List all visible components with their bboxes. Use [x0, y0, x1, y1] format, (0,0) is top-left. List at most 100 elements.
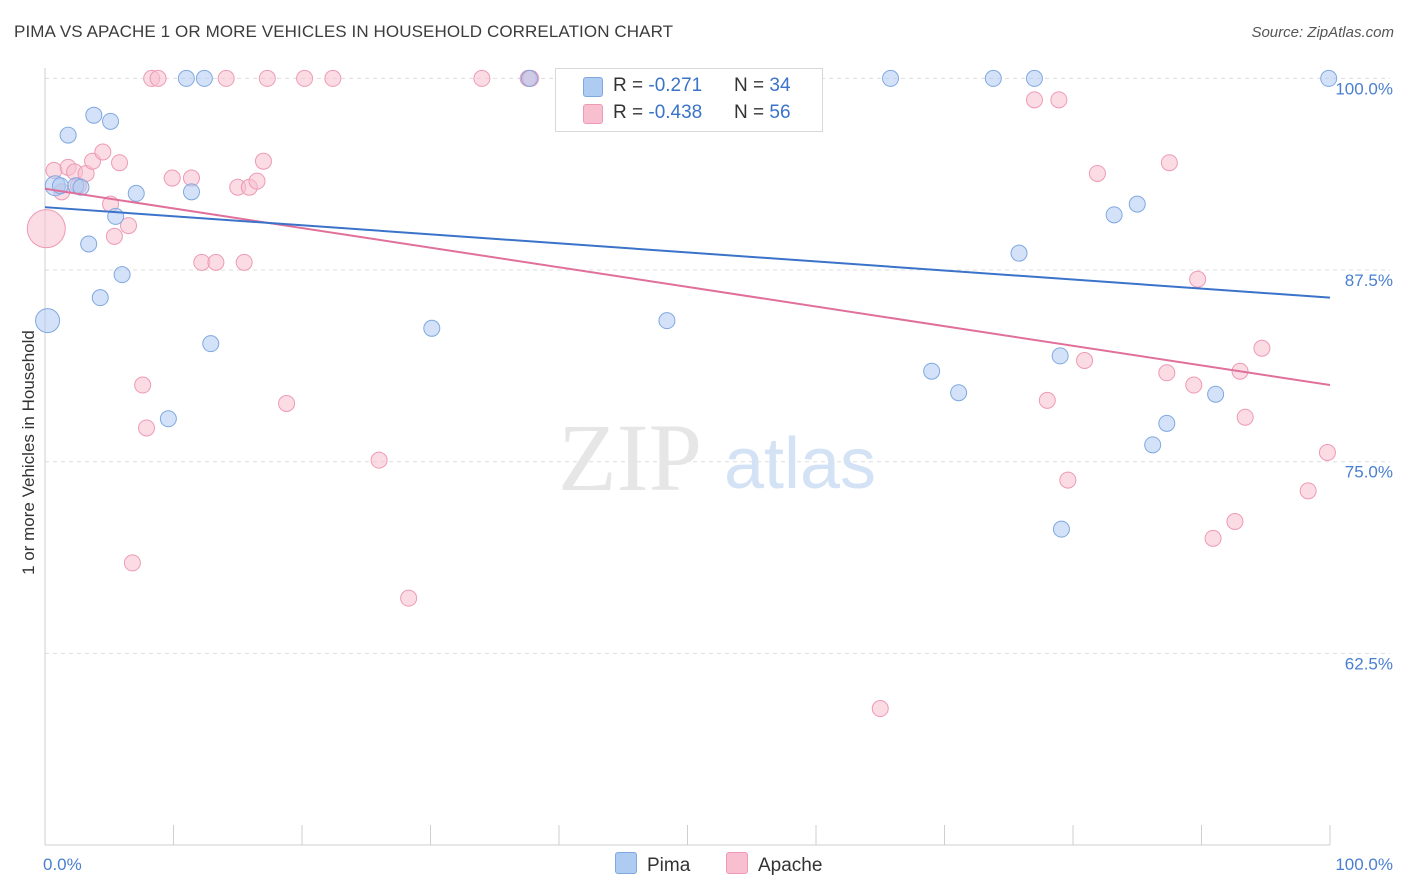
pima-point	[520, 69, 538, 87]
apache-point	[1158, 364, 1176, 382]
apache-point	[473, 69, 491, 87]
pima-point	[1144, 436, 1162, 454]
pima-point	[102, 112, 120, 130]
pima-point	[113, 266, 131, 284]
apache-point	[1226, 512, 1244, 530]
apache-point	[26, 209, 66, 249]
apache-legend-swatch	[726, 852, 748, 874]
apache-point	[1189, 270, 1207, 288]
pima-point	[127, 184, 145, 202]
legend-row-pima: R = -0.271 N = 34	[556, 73, 822, 99]
pima-point	[923, 362, 941, 380]
pima-point	[195, 69, 213, 87]
pima-point	[1051, 347, 1069, 365]
apache-point	[278, 394, 296, 412]
pima-point	[159, 410, 177, 428]
pima-point	[1105, 206, 1123, 224]
apache-point	[94, 143, 112, 161]
pima-point	[1207, 385, 1225, 403]
pima-point	[85, 106, 103, 124]
pima-point	[423, 319, 441, 337]
legend-r-label: R =	[613, 75, 649, 96]
apache-points	[26, 69, 1336, 718]
apache-point	[400, 589, 418, 607]
bottom-legend-pima[interactable]: Pima	[615, 852, 690, 877]
legend-n-value: 34	[769, 75, 791, 96]
apache-point	[120, 217, 138, 235]
apache-point	[370, 451, 388, 469]
pima-point	[177, 69, 195, 87]
y-tick-label: 62.5%	[1345, 654, 1393, 673]
axis-labels: 100.0% 87.5% 75.0% 62.5% 0.0% 100.0% 1 or more…	[19, 79, 1393, 874]
apache-point	[1088, 164, 1106, 182]
apache-point	[1299, 482, 1317, 500]
pima-point	[35, 308, 61, 334]
axes	[44, 68, 1331, 846]
apache-point	[123, 554, 141, 572]
legend-row-apache: R = -0.438 N = 56	[556, 100, 822, 126]
pima-point	[59, 126, 77, 144]
legend-n-label: N =	[734, 75, 770, 96]
watermark-atlas: atlas	[724, 424, 876, 504]
x-tick-label: 0.0%	[43, 855, 82, 874]
apache-point	[105, 227, 123, 245]
apache-point	[207, 253, 225, 271]
apache-point	[296, 69, 314, 87]
pima-point	[1025, 69, 1043, 87]
pima-point	[202, 335, 220, 353]
apache-point	[1038, 391, 1056, 409]
trend-lines	[44, 187, 1331, 387]
pima-point	[984, 69, 1002, 87]
watermark-zip: ZIP	[558, 404, 702, 511]
apache-point	[248, 172, 266, 190]
bottom-legend-apache[interactable]: Apache	[726, 852, 822, 877]
apache-point	[1204, 529, 1222, 547]
apache-point	[149, 69, 167, 87]
pima-point	[1128, 195, 1146, 213]
pima-point	[1320, 69, 1338, 87]
apache-point	[1059, 471, 1077, 489]
apache-point	[1025, 91, 1043, 109]
apache-point	[111, 154, 129, 172]
apache-point	[1076, 352, 1094, 370]
pima-point	[1158, 414, 1176, 432]
apache-point	[254, 152, 272, 170]
pima-point	[182, 183, 200, 201]
gridlines	[45, 77, 1390, 654]
source-label: Source: ZipAtlas.com	[1251, 24, 1394, 41]
apache-point	[217, 69, 235, 87]
pima-point	[1010, 244, 1028, 262]
pima-swatch	[583, 77, 603, 97]
apache-point	[134, 376, 152, 394]
apache-point	[258, 69, 276, 87]
apache-legend-label: Apache	[758, 855, 823, 876]
pima-point	[658, 312, 676, 330]
apache-point	[1050, 91, 1068, 109]
legend-n-value: 56	[769, 102, 791, 123]
legend-r-label: R =	[613, 102, 649, 123]
apache-point	[1160, 154, 1178, 172]
apache-point	[324, 69, 342, 87]
watermark: ZIP atlas	[558, 404, 876, 511]
apache-point	[235, 253, 253, 271]
x-tick-label: 100.0%	[1335, 855, 1393, 874]
apache-point	[1318, 444, 1336, 461]
apache-point	[163, 169, 181, 187]
legend-r-value: -0.438	[648, 102, 703, 123]
y-tick-label: 100.0%	[1335, 79, 1393, 98]
y-tick-label: 75.0%	[1345, 463, 1393, 482]
apache-point	[1253, 339, 1271, 357]
pima-legend-swatch	[615, 852, 637, 874]
apache-point	[138, 419, 156, 437]
apache-point	[1236, 408, 1254, 426]
pima-point	[91, 289, 109, 307]
apache-point	[1185, 376, 1203, 394]
apache-trend-line	[44, 187, 1331, 387]
y-tick-label: 87.5%	[1345, 271, 1393, 290]
apache-point	[193, 253, 211, 271]
pima-point	[882, 69, 900, 87]
apache-swatch	[583, 104, 603, 124]
pima-legend-label: Pima	[647, 855, 691, 876]
pima-point	[1052, 520, 1070, 538]
